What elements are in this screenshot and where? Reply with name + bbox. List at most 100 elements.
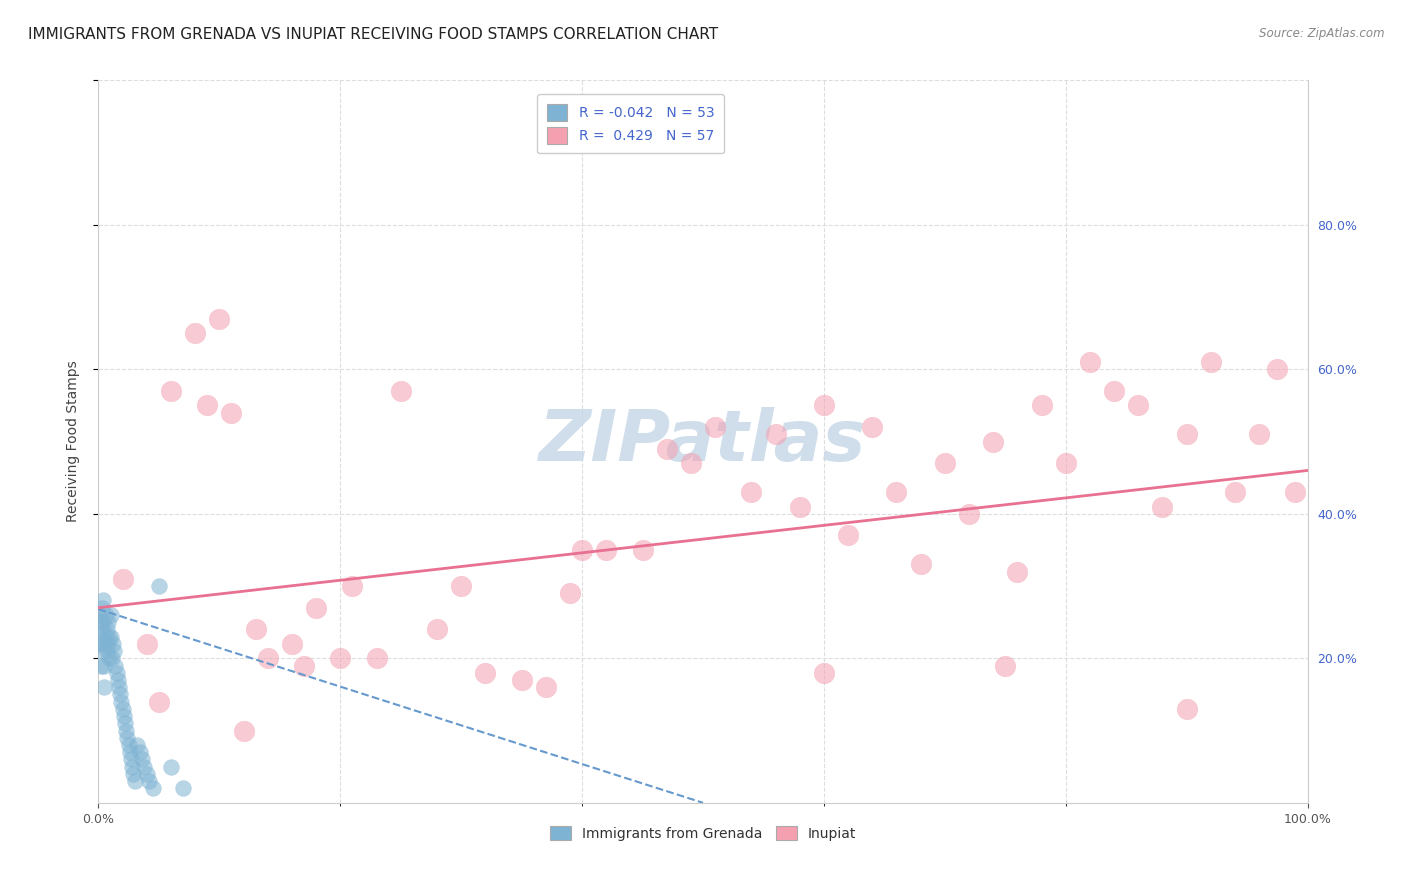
Point bbox=[120, 752, 142, 766]
Point bbox=[329, 651, 352, 665]
Point bbox=[679, 456, 702, 470]
Point bbox=[994, 658, 1017, 673]
Text: ZIPatlas: ZIPatlas bbox=[540, 407, 866, 476]
Point bbox=[118, 738, 141, 752]
Point bbox=[131, 752, 153, 766]
Point bbox=[957, 507, 980, 521]
Point bbox=[426, 623, 449, 637]
Point bbox=[1078, 355, 1101, 369]
Point bbox=[148, 579, 170, 593]
Point bbox=[108, 687, 131, 701]
Point bbox=[96, 623, 118, 637]
Point bbox=[813, 398, 835, 412]
Point bbox=[107, 673, 129, 687]
Point bbox=[195, 398, 218, 412]
Point bbox=[100, 651, 122, 665]
Point bbox=[1152, 500, 1174, 514]
Point bbox=[571, 542, 593, 557]
Point bbox=[704, 420, 727, 434]
Point bbox=[305, 600, 328, 615]
Y-axis label: Receiving Food Stamps: Receiving Food Stamps bbox=[66, 360, 80, 523]
Point bbox=[128, 745, 150, 759]
Point bbox=[134, 760, 156, 774]
Point bbox=[1267, 362, 1289, 376]
Point bbox=[172, 781, 194, 796]
Point bbox=[91, 615, 114, 630]
Point bbox=[91, 623, 114, 637]
Point bbox=[1054, 456, 1077, 470]
Point bbox=[111, 702, 134, 716]
Point bbox=[93, 658, 115, 673]
Point bbox=[1249, 427, 1271, 442]
Point bbox=[860, 420, 883, 434]
Point bbox=[108, 680, 131, 694]
Point bbox=[789, 500, 811, 514]
Point bbox=[910, 558, 932, 572]
Point bbox=[127, 738, 149, 752]
Point bbox=[97, 615, 120, 630]
Point bbox=[245, 623, 267, 637]
Point bbox=[1223, 485, 1246, 500]
Point bbox=[389, 384, 412, 398]
Point bbox=[112, 709, 135, 723]
Point bbox=[103, 644, 125, 658]
Point bbox=[1199, 355, 1222, 369]
Point bbox=[160, 760, 183, 774]
Point bbox=[1007, 565, 1029, 579]
Point bbox=[121, 760, 143, 774]
Point bbox=[160, 384, 183, 398]
Legend: Immigrants from Grenada, Inupiat: Immigrants from Grenada, Inupiat bbox=[544, 821, 862, 847]
Point bbox=[740, 485, 762, 500]
Point bbox=[366, 651, 388, 665]
Point bbox=[813, 665, 835, 680]
Point bbox=[117, 731, 139, 745]
Point bbox=[474, 665, 496, 680]
Point bbox=[655, 442, 678, 456]
Point bbox=[105, 665, 128, 680]
Point bbox=[118, 745, 141, 759]
Point bbox=[886, 485, 908, 500]
Point bbox=[510, 673, 533, 687]
Point bbox=[208, 311, 231, 326]
Point bbox=[221, 406, 243, 420]
Point bbox=[342, 579, 364, 593]
Point bbox=[184, 326, 207, 340]
Point bbox=[122, 767, 145, 781]
Point bbox=[91, 593, 114, 607]
Point bbox=[90, 637, 112, 651]
Point bbox=[90, 658, 112, 673]
Point bbox=[110, 695, 132, 709]
Point bbox=[981, 434, 1004, 449]
Point bbox=[93, 637, 115, 651]
Point bbox=[90, 615, 112, 630]
Point bbox=[138, 774, 160, 789]
Point bbox=[1128, 398, 1150, 412]
Point bbox=[1031, 398, 1053, 412]
Point bbox=[595, 542, 617, 557]
Point bbox=[104, 658, 127, 673]
Point bbox=[115, 723, 138, 738]
Point bbox=[98, 651, 121, 665]
Point bbox=[91, 644, 114, 658]
Point bbox=[98, 630, 121, 644]
Point bbox=[135, 767, 157, 781]
Text: Source: ZipAtlas.com: Source: ZipAtlas.com bbox=[1260, 27, 1385, 40]
Point bbox=[100, 607, 122, 622]
Point bbox=[148, 695, 170, 709]
Point bbox=[89, 607, 111, 622]
Point bbox=[631, 542, 654, 557]
Text: IMMIGRANTS FROM GRENADA VS INUPIAT RECEIVING FOOD STAMPS CORRELATION CHART: IMMIGRANTS FROM GRENADA VS INUPIAT RECEI… bbox=[28, 27, 718, 42]
Point bbox=[558, 586, 581, 600]
Point bbox=[1175, 427, 1198, 442]
Point bbox=[94, 630, 117, 644]
Point bbox=[292, 658, 315, 673]
Point bbox=[256, 651, 278, 665]
Point bbox=[232, 723, 254, 738]
Point bbox=[765, 427, 787, 442]
Point bbox=[450, 579, 472, 593]
Point bbox=[89, 630, 111, 644]
Point bbox=[534, 680, 557, 694]
Point bbox=[837, 528, 859, 542]
Point bbox=[96, 644, 118, 658]
Point bbox=[94, 607, 117, 622]
